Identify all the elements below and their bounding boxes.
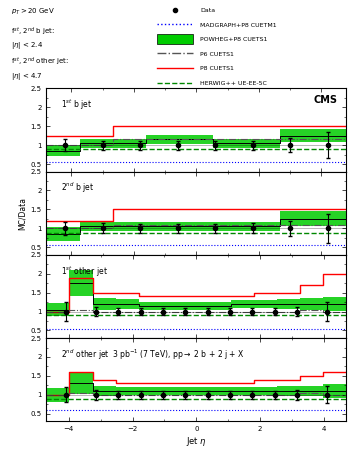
Text: 1$^{st}$ b jet: 1$^{st}$ b jet [61, 98, 93, 112]
FancyBboxPatch shape [157, 34, 193, 44]
Text: 2$^{nd}$ b jet: 2$^{nd}$ b jet [61, 181, 95, 195]
Text: |$\eta$| < 2.4: |$\eta$| < 2.4 [11, 40, 43, 51]
Y-axis label: MC/Data: MC/Data [17, 197, 26, 230]
Text: MADGRAPH+P8 CUETM1: MADGRAPH+P8 CUETM1 [200, 23, 277, 28]
Text: POWHEG+P8 CUETS1: POWHEG+P8 CUETS1 [200, 37, 267, 42]
Text: f$^{st}$, 2$^{nd}$ other jet:: f$^{st}$, 2$^{nd}$ other jet: [11, 55, 69, 67]
Text: P6 CUETS1: P6 CUETS1 [200, 52, 234, 57]
Text: HERWIG++ UE-EE-5C: HERWIG++ UE-EE-5C [200, 81, 267, 86]
Text: 2$^{nd}$ other jet: 2$^{nd}$ other jet [61, 347, 110, 362]
Text: P8 CUETS1: P8 CUETS1 [200, 66, 234, 71]
X-axis label: Jet $\eta$: Jet $\eta$ [186, 435, 207, 448]
Text: 3 pb$^{-1}$ (7 TeV), pp$\rightarrow$ 2 b + 2 j + X: 3 pb$^{-1}$ (7 TeV), pp$\rightarrow$ 2 b… [112, 348, 245, 362]
Text: |$\eta$| < 4.7: |$\eta$| < 4.7 [11, 71, 42, 82]
Text: 1$^{st}$ other jet: 1$^{st}$ other jet [61, 264, 108, 279]
Text: CMS: CMS [313, 95, 337, 105]
Text: $p_T > 20$ GeV: $p_T > 20$ GeV [11, 7, 55, 17]
Text: Data: Data [200, 8, 215, 13]
Text: f$^{st}$, 2$^{nd}$ b jet:: f$^{st}$, 2$^{nd}$ b jet: [11, 25, 55, 37]
